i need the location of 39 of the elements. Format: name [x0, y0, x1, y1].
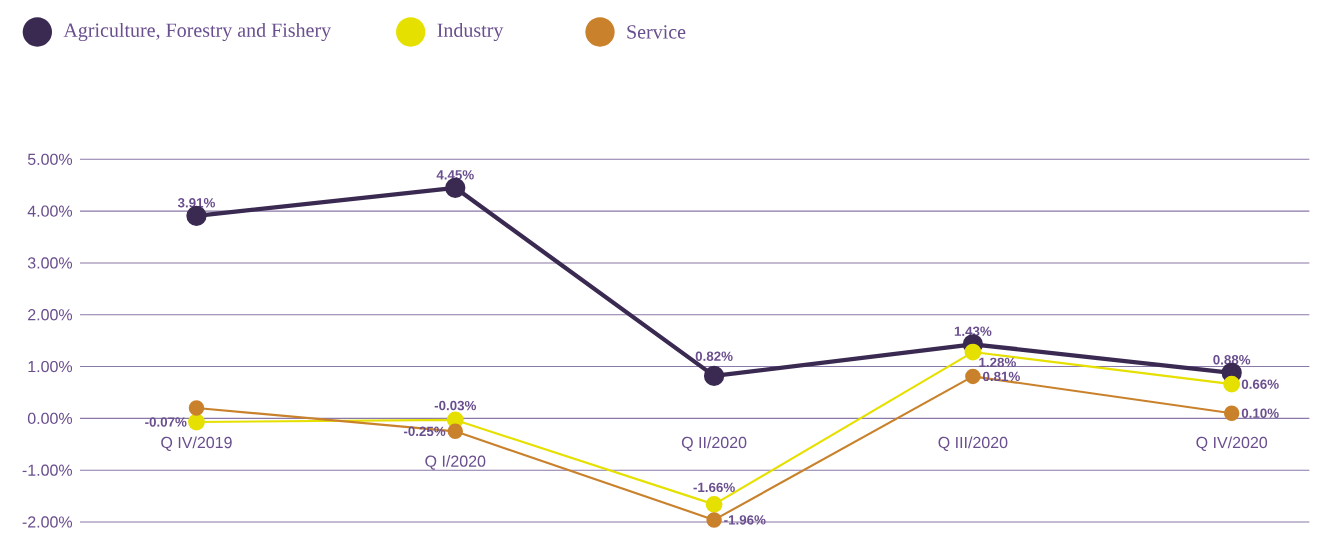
data-label: 1.28%	[979, 357, 1016, 368]
x-tick-label: Q II/2020	[681, 436, 747, 452]
data-label: -1.96%	[724, 515, 766, 525]
y-tick-label: -2.00%	[22, 516, 73, 528]
x-tick-label: Q III/2020	[938, 436, 1008, 452]
data-label: -1.66%	[693, 482, 735, 493]
data-label: -0.07%	[145, 417, 187, 427]
point	[706, 512, 722, 528]
legend-label: Agriculture, Forestry and Fishery	[63, 22, 332, 42]
data-label: -0.03%	[434, 400, 477, 411]
data-label: 0.81%	[983, 371, 1020, 382]
point	[188, 400, 205, 416]
data-label: -0.25%	[403, 426, 446, 437]
point	[188, 413, 205, 431]
point	[1223, 375, 1241, 393]
y-tick-label: 1.00%	[28, 360, 73, 373]
point	[703, 365, 725, 387]
y-tick-label: -1.00%	[22, 464, 73, 476]
point	[965, 368, 981, 385]
data-label: 0.82%	[695, 351, 733, 361]
data-label: 1.43%	[954, 326, 992, 337]
point	[447, 423, 464, 440]
data-label: 4.45%	[436, 170, 474, 180]
y-tick-label: 3.00%	[27, 257, 73, 269]
x-tick-label: Q I/2020	[425, 455, 486, 470]
point	[705, 495, 723, 513]
data-label: 0.88%	[1213, 355, 1251, 365]
data-label: 0.66%	[1241, 379, 1279, 389]
y-tick-label: 2.00%	[28, 309, 73, 321]
y-tick-label: 4.00%	[27, 205, 73, 217]
point	[1223, 405, 1240, 421]
x-tick-label: Q IV/2019	[161, 436, 232, 452]
legend-label: Industry	[437, 22, 504, 42]
data-label: 0.10%	[1241, 408, 1279, 418]
x-tick-label: Q IV/2020	[1196, 436, 1268, 452]
y-tick-label: 0.00%	[27, 412, 73, 425]
legend-label: Service	[627, 25, 686, 39]
data-label: 3.91%	[177, 198, 216, 208]
y-tick-label: 5.00%	[27, 153, 73, 165]
